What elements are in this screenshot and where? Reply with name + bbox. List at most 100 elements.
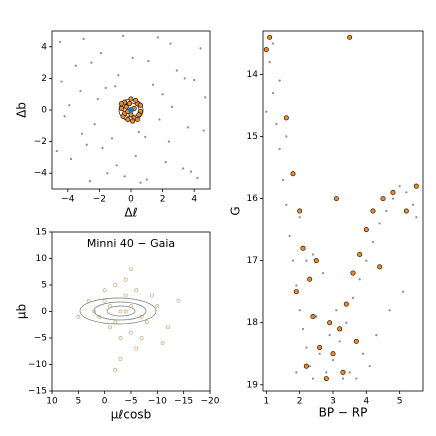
data-point	[401, 290, 405, 293]
y-tick-label: 5	[41, 281, 47, 291]
data-point	[123, 309, 128, 314]
data-point	[113, 283, 118, 287]
data-point	[110, 137, 114, 140]
data-point	[271, 42, 275, 45]
data-point	[411, 203, 415, 206]
y-axis-label: G	[229, 206, 243, 215]
y-tick-label: 10	[36, 254, 48, 264]
data-point	[311, 377, 315, 380]
data-point	[300, 245, 306, 251]
data-point	[271, 91, 275, 95]
data-point	[167, 140, 171, 143]
data-point	[106, 172, 109, 175]
data-point	[278, 147, 281, 151]
data-point	[85, 143, 88, 146]
data-point	[115, 164, 118, 167]
data-point	[96, 97, 99, 101]
x-tick-label: −15	[174, 397, 193, 407]
x-tick-label: 10	[46, 397, 58, 407]
data-point	[202, 129, 205, 132]
data-point	[325, 371, 328, 374]
data-point	[126, 101, 132, 107]
data-point	[315, 315, 318, 318]
data-point	[363, 227, 369, 233]
x-axis-label: BP − RP	[319, 406, 368, 420]
data-point	[380, 196, 386, 202]
data-point	[371, 240, 375, 244]
data-point	[351, 296, 355, 299]
data-point	[267, 34, 273, 40]
data-point	[403, 208, 409, 214]
data-point	[114, 85, 117, 88]
data-point	[343, 301, 349, 307]
data-point	[341, 377, 345, 380]
annotation: Minni 40 − Gaia	[87, 237, 175, 250]
x-tick-label: 5	[75, 397, 81, 407]
data-point	[144, 320, 149, 325]
x-axis-label: μℓcosb	[111, 408, 151, 422]
data-point	[119, 101, 125, 107]
data-point	[79, 89, 82, 93]
x-tick-label: −10	[148, 397, 167, 407]
data-point	[193, 78, 196, 82]
data-point	[169, 42, 172, 45]
data-point	[310, 314, 316, 320]
x-tick-label: 0	[102, 397, 108, 407]
data-point	[285, 203, 288, 206]
data-point	[165, 325, 170, 330]
data-point	[160, 341, 165, 346]
data-point	[204, 96, 207, 99]
data-point	[337, 326, 343, 332]
data-point	[156, 36, 159, 39]
y-axis-label: μb	[15, 304, 29, 319]
data-point	[330, 351, 336, 357]
y-tick-label: −10	[28, 360, 47, 370]
data-point	[128, 107, 134, 113]
data-point	[158, 118, 161, 121]
y-tick-label: 15	[247, 132, 258, 142]
data-point	[275, 123, 278, 126]
data-point	[164, 161, 167, 164]
data-point	[139, 314, 144, 319]
data-point	[335, 309, 338, 312]
data-point	[307, 276, 313, 282]
y-tick-label: −5	[34, 334, 47, 344]
data-point	[378, 222, 381, 225]
data-point	[74, 64, 77, 67]
data-point	[99, 52, 103, 55]
data-point	[323, 376, 329, 382]
y-tick-label: −15	[28, 387, 47, 397]
data-point	[196, 176, 199, 180]
x-tick-label: 0	[128, 195, 134, 205]
data-point	[301, 327, 305, 331]
data-point	[130, 118, 136, 124]
data-point	[118, 336, 123, 340]
data-point	[413, 183, 419, 189]
data-point	[385, 209, 388, 213]
data-point	[327, 320, 333, 326]
data-point	[97, 314, 102, 319]
data-point	[104, 86, 107, 89]
data-point	[113, 320, 118, 325]
data-point	[303, 363, 309, 369]
y-tick-label: −2	[34, 137, 47, 147]
y-tick-label: 18	[247, 318, 259, 328]
data-point	[129, 267, 133, 272]
data-point	[133, 98, 139, 104]
data-point	[139, 336, 144, 340]
data-point	[331, 358, 335, 362]
data-point	[348, 371, 351, 374]
data-point	[123, 175, 126, 178]
axes-frame	[51, 231, 211, 392]
data-point	[405, 191, 408, 194]
data-point	[278, 79, 281, 82]
data-point	[134, 154, 137, 157]
x-tick-label: 2	[297, 397, 303, 407]
x-axis-label: Δℓ	[124, 206, 137, 220]
data-point	[118, 357, 123, 362]
data-point	[347, 34, 353, 40]
data-point	[183, 77, 186, 80]
x-tick-label: −2	[93, 195, 106, 205]
data-point	[92, 309, 97, 314]
x-tick-label: −5	[124, 397, 137, 407]
